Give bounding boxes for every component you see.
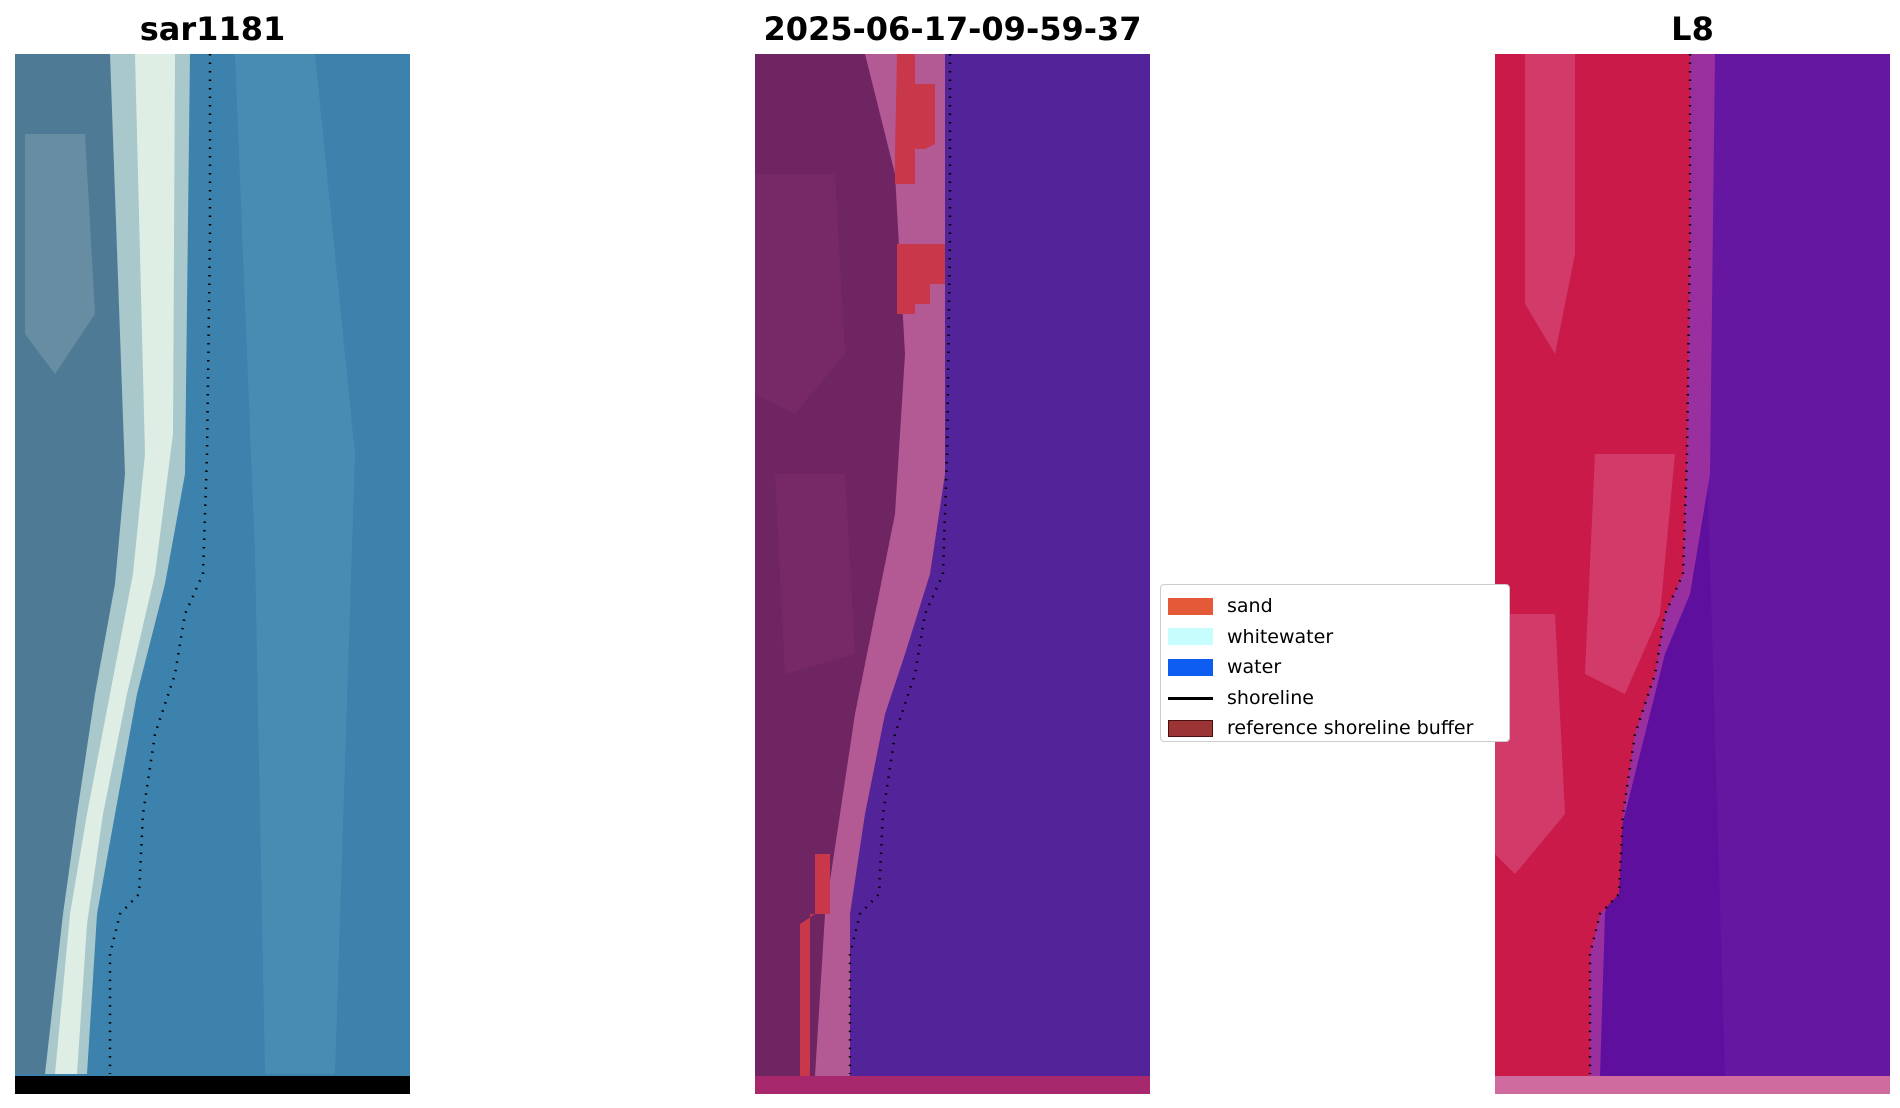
legend-label-shoreline: shoreline	[1227, 686, 1314, 709]
legend-swatch-reference-buffer	[1168, 719, 1213, 737]
sand-class	[800, 54, 945, 1076]
classified-image-panel	[755, 54, 1150, 1094]
legend: sand whitewater water shoreline referenc…	[1160, 584, 1510, 742]
panel-title-ndwi: L8	[1671, 10, 1714, 48]
ndwi-image	[1495, 54, 1890, 1094]
legend-item-whitewater: whitewater	[1161, 622, 1509, 653]
legend-item-water: water	[1161, 652, 1509, 683]
legend-label-whitewater: whitewater	[1227, 625, 1334, 648]
nodata-strip	[15, 1076, 410, 1094]
legend-item-shoreline: shoreline	[1161, 683, 1509, 714]
rgb-image-panel	[15, 54, 410, 1094]
water-texture	[235, 54, 355, 1074]
land-light-texture	[1495, 54, 1675, 874]
beach-sand	[55, 54, 175, 1074]
land-texture	[25, 134, 95, 374]
panel-title-rgb: sar1181	[139, 10, 286, 48]
legend-label-reference-buffer: reference shoreline buffer	[1227, 717, 1474, 740]
ndwi-image-panel	[1495, 54, 1890, 1094]
legend-swatch-sand	[1168, 597, 1213, 615]
legend-swatch-water	[1168, 658, 1213, 676]
land-texture	[755, 174, 855, 674]
rgb-image	[15, 54, 410, 1094]
panel-title-classified: 2025-06-17-09-59-37	[763, 10, 1142, 48]
legend-label-water: water	[1227, 656, 1282, 679]
legend-swatch-shoreline	[1168, 696, 1213, 700]
legend-swatch-whitewater	[1168, 628, 1213, 646]
classified-image	[755, 54, 1150, 1094]
bottom-strip	[755, 1076, 1150, 1094]
legend-label-sand: sand	[1227, 595, 1273, 618]
water-gradient	[1695, 54, 1890, 1076]
bottom-strip	[1495, 1076, 1890, 1094]
legend-item-reference-shoreline-buffer: reference shoreline buffer	[1161, 713, 1509, 744]
legend-item-sand: sand	[1161, 591, 1509, 622]
